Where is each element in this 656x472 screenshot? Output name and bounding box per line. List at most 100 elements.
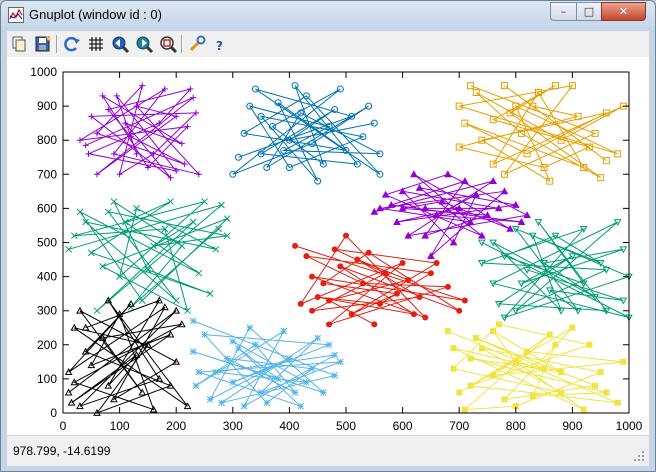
series-4-point-15 [110,395,118,403]
series-9-point-25 [309,307,316,314]
series-7-point-8 [415,183,424,191]
zoom-previous-icon[interactable] [110,34,130,54]
series-3-point-10 [274,375,282,383]
series-8-point-23 [500,253,509,261]
series-3-point-9 [235,344,242,352]
series-9-point-6 [297,300,304,307]
series-9-point-3 [309,273,316,280]
series-3-point-26 [240,402,248,410]
zoom-next-icon[interactable] [134,34,154,54]
x-tick-label-0: 0 [60,419,67,433]
series-5-point-14 [325,123,333,131]
series-2-point-3 [93,307,101,315]
series-7-point-22 [461,177,469,185]
y-tick-label-800: 800 [37,133,57,147]
series-1-point-20 [139,82,146,89]
x-tick-label-500: 500 [336,419,356,433]
series-10-point-14 [620,358,627,365]
series-9-point-28 [405,277,412,284]
x-tick-label-900: 900 [562,419,582,433]
series-9-point-26 [416,294,423,301]
series-4-point-28 [104,381,113,389]
series-1-point-25 [187,86,194,93]
x-tick-label-200: 200 [166,419,186,433]
series-1-point-30 [133,150,140,157]
series-10-point-10 [512,403,519,410]
series-1-point-15 [167,174,174,181]
series-1-point-2 [190,94,197,101]
series-6-point-20 [597,174,605,182]
grid-icon[interactable] [86,34,106,54]
options-icon[interactable] [187,34,207,54]
series-10-point-21 [541,365,548,372]
resize-grip-icon[interactable] [633,450,645,462]
series-4-point-10 [166,381,175,389]
scatter-chart[interactable]: 0 100 200 300 400 500 600 700 800 900 1000 0 100 200 3… [7,57,649,435]
series-2-point-7 [104,208,112,216]
series-9-point-11 [303,253,310,260]
series-10-point-20 [473,334,480,341]
plot-area[interactable]: 0 100 200 300 400 500 600 700 800 900 1000 0 100 200 3… [7,57,649,435]
series-5-point-27 [257,150,265,158]
x-tick-label-700: 700 [449,419,469,433]
series-8-point-12 [557,307,565,315]
close-button[interactable]: ✕ [601,2,646,21]
unzoom-icon[interactable] [158,34,178,54]
series-10-point-23 [580,406,587,413]
series-2-point-19 [138,297,146,304]
replot-icon[interactable] [62,34,82,54]
series-9-point-5 [343,232,349,239]
series-6-point-25 [540,163,548,171]
series-6-point-11 [523,150,531,158]
series-8-point-19 [494,300,503,308]
series-2-point-28 [178,242,186,250]
series-6-point-14 [534,88,542,96]
toolbar: ? [7,31,649,57]
series-1-point-26 [156,120,163,127]
series-6-point-9 [478,136,486,144]
series-9-point-30 [371,321,378,328]
series-4-point-6 [183,402,192,410]
series-4-point-14 [161,303,169,311]
series-3-point-1 [189,317,197,325]
series-6-point-12 [461,119,469,127]
minimize-button[interactable]: – [550,2,577,21]
series-10-point-26 [558,369,565,376]
series-7-point-6 [381,190,390,198]
series-8-point-30 [523,266,531,274]
series-10-point-15 [524,348,531,355]
series-7-point-30 [421,204,430,212]
copy-icon[interactable] [9,34,29,54]
series-1-point-21 [93,130,100,137]
series-3-point-3 [218,399,225,407]
series-10-point-16 [456,389,463,396]
series-4-point-5 [104,296,113,304]
series-10-point-7 [558,389,565,396]
series-9-point-12 [427,270,434,277]
x-tick-label-100: 100 [110,419,130,433]
series-7-point-23 [387,200,396,208]
series-8-point-25 [596,260,605,267]
series-6-point-30 [602,157,610,165]
series-2-point-26 [144,266,152,274]
series-6-point-29 [500,82,508,90]
series-5-point-28 [331,106,339,114]
series-5-point-1 [234,153,242,161]
maximize-button[interactable]: □ [576,2,602,21]
print-icon[interactable] [33,34,53,54]
series-3-point-25 [280,327,288,335]
series-7-point-5 [444,170,452,178]
series-5-point-25 [291,82,299,90]
series-9-point-20 [393,290,400,297]
series-3-point-17 [325,341,333,349]
title-bar[interactable]: Gnuplot (window id : 0) – □ ✕ [1,1,655,29]
series-10-point-25 [490,328,497,335]
series-line-9 [294,234,466,325]
series-6-point-28 [529,102,537,110]
series-1-point-28 [173,167,180,174]
series-7-point-14 [376,204,384,212]
series-2-point-16 [184,307,191,315]
series-7-point-25 [432,211,441,219]
help-icon[interactable]: ? [211,34,231,54]
